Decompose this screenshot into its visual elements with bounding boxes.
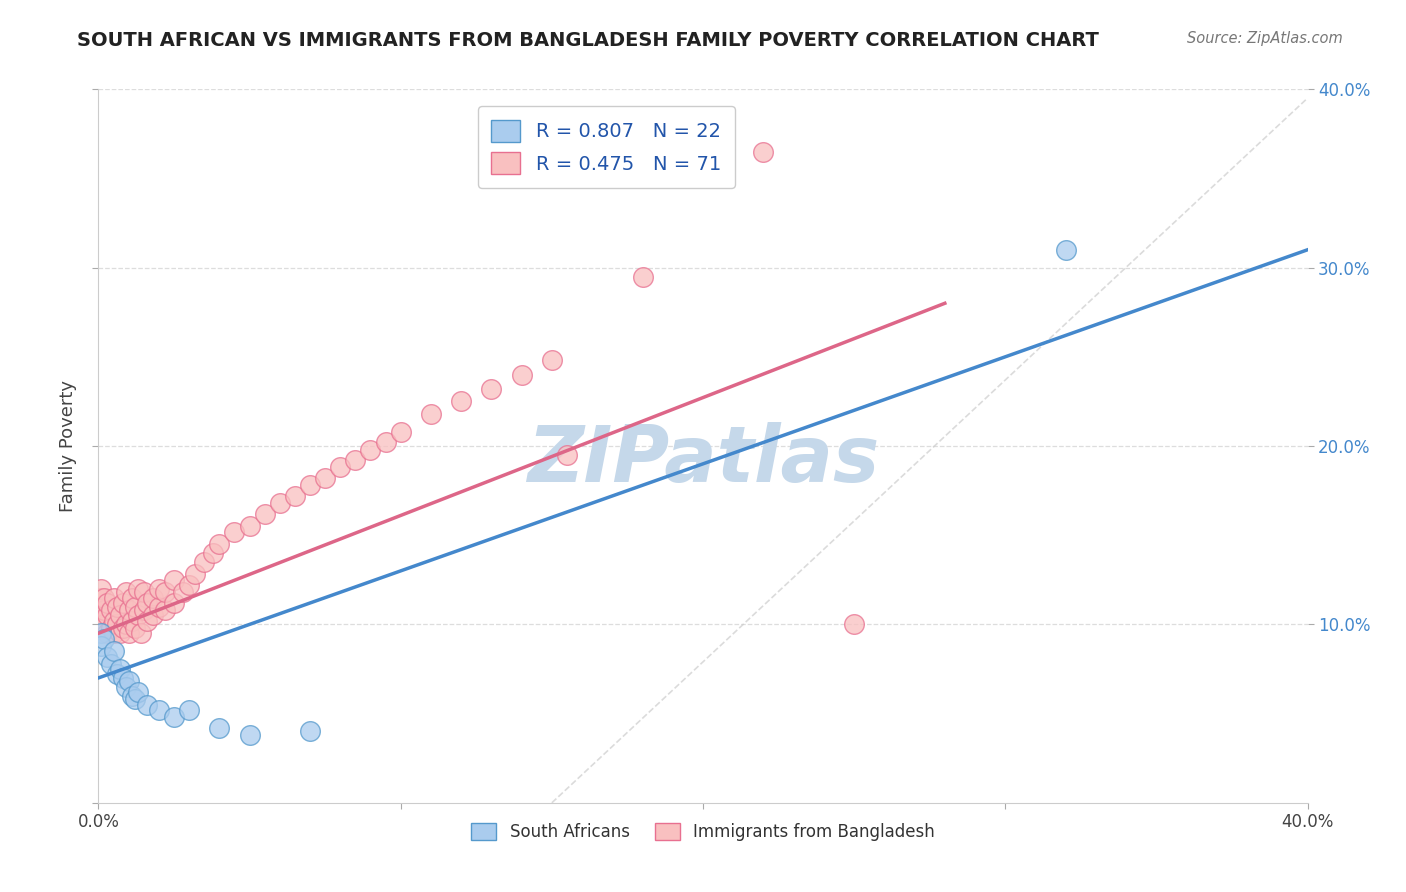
Point (103, 614, 125, 628)
Point (163, 573, 186, 587)
Text: ZIPatlas: ZIPatlas (527, 422, 879, 499)
Point (108, 626, 131, 640)
Point (90, 582, 112, 596)
Point (239, 728, 262, 742)
Point (481, 382, 503, 396)
Point (111, 596, 134, 610)
Point (121, 614, 143, 628)
Point (90, 599, 112, 614)
Point (96, 626, 118, 640)
Point (100, 621, 122, 635)
Point (96, 596, 118, 610)
Point (90, 639, 112, 653)
Point (148, 599, 170, 614)
Point (103, 626, 125, 640)
Point (93, 591, 115, 605)
Point (148, 582, 170, 596)
Point (135, 698, 157, 712)
Point (142, 591, 165, 605)
Point (299, 478, 322, 492)
Point (555, 448, 578, 462)
Point (118, 603, 141, 617)
Point (202, 546, 225, 560)
Point (105, 617, 128, 632)
Point (96, 649, 118, 664)
Text: Source: ZipAtlas.com: Source: ZipAtlas.com (1187, 31, 1343, 46)
Point (132, 585, 155, 599)
Point (389, 425, 412, 439)
Point (163, 710, 186, 724)
Point (108, 662, 131, 676)
Point (142, 608, 165, 623)
Point (118, 674, 141, 689)
Point (239, 519, 262, 533)
Point (153, 585, 176, 599)
Point (127, 608, 149, 623)
Point (135, 614, 157, 628)
Point (179, 703, 201, 717)
Point (420, 407, 443, 421)
Point (103, 591, 125, 605)
Point (103, 644, 125, 658)
Point (90, 626, 112, 640)
Point (121, 591, 143, 605)
Point (172, 585, 194, 599)
Point (114, 680, 136, 694)
Point (179, 578, 201, 592)
Point (450, 394, 472, 409)
Point (284, 489, 307, 503)
Point (208, 537, 231, 551)
Point (93, 617, 115, 632)
Point (148, 703, 170, 717)
Point (100, 603, 122, 617)
Point (114, 585, 136, 599)
Point (510, 368, 533, 382)
Point (90, 591, 112, 605)
Point (540, 353, 562, 368)
Point (121, 689, 143, 703)
Point (129, 626, 152, 640)
Point (135, 596, 157, 610)
Point (314, 471, 336, 485)
Point (93, 603, 115, 617)
Point (108, 608, 131, 623)
Point (118, 626, 141, 640)
Point (1054, 243, 1077, 257)
Point (163, 596, 186, 610)
Point (105, 667, 128, 681)
Point (184, 567, 207, 582)
Point (132, 603, 155, 617)
Point (844, 617, 866, 632)
Point (111, 671, 134, 685)
Point (124, 599, 146, 614)
Point (111, 621, 134, 635)
Point (153, 603, 176, 617)
Point (224, 524, 246, 539)
Point (114, 617, 136, 632)
Point (105, 599, 128, 614)
Text: SOUTH AFRICAN VS IMMIGRANTS FROM BANGLADESH FAMILY POVERTY CORRELATION CHART: SOUTH AFRICAN VS IMMIGRANTS FROM BANGLAD… (77, 31, 1099, 50)
Legend: South Africans, Immigrants from Bangladesh: South Africans, Immigrants from Banglade… (464, 816, 942, 848)
Point (93, 632, 115, 646)
Point (374, 435, 396, 450)
Point (360, 442, 382, 457)
Point (631, 269, 654, 284)
Point (208, 721, 231, 735)
Point (253, 507, 276, 521)
Point (269, 496, 291, 510)
Point (299, 724, 322, 739)
Point (329, 460, 352, 475)
Point (127, 582, 149, 596)
Y-axis label: Family Poverty: Family Poverty (59, 380, 77, 512)
Point (124, 692, 146, 706)
Point (193, 555, 215, 569)
Point (752, 145, 775, 159)
Point (100, 657, 122, 671)
Point (96, 608, 118, 623)
Point (127, 685, 149, 699)
Point (90, 608, 112, 623)
Point (344, 453, 367, 467)
Point (124, 621, 146, 635)
